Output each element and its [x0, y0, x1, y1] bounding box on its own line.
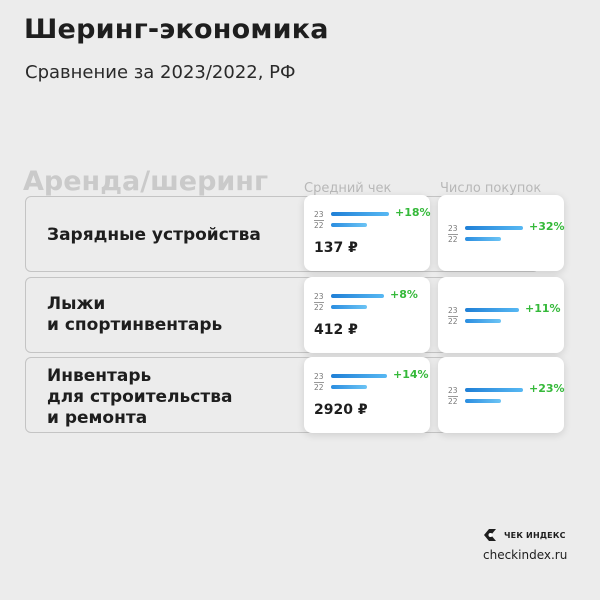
- bar-2022: [331, 385, 367, 389]
- bar-2023: [465, 308, 519, 312]
- year-labels: 23 22: [314, 372, 324, 392]
- bar-2022: [465, 399, 501, 403]
- year-label-previous: 22: [448, 317, 458, 326]
- year-label-previous: 22: [448, 397, 458, 406]
- bar-2023: [331, 374, 387, 378]
- change-label: +23%: [529, 382, 565, 395]
- change-label: +32%: [529, 220, 565, 233]
- section-heading: Аренда/шеринг: [23, 166, 269, 197]
- metric-card-purchases: 23 22 +11%: [438, 277, 564, 353]
- metric-card-purchases: 23 22 +32%: [438, 195, 565, 271]
- category-label: Лыжи и спортинвентарь: [47, 294, 223, 335]
- bar-2023: [465, 226, 523, 230]
- metric-card-avg_check: 23 22 +18% 137 ₽: [304, 195, 431, 271]
- metric-card-avg_check: 23 22 +14% 2920 ₽: [304, 357, 430, 433]
- avg-check-value: 2920 ₽: [314, 402, 368, 418]
- year-label-current: 23: [314, 372, 324, 381]
- change-label: +18%: [395, 206, 431, 219]
- bar-2022: [465, 319, 501, 323]
- year-divider: [448, 315, 458, 317]
- year-label-previous: 22: [314, 303, 324, 312]
- page-title: Шеринг-экономика: [24, 14, 329, 45]
- year-labels: 23 22: [314, 210, 324, 230]
- bar-2023: [465, 388, 523, 392]
- brand-name: ЧЕК ИНДЕКС: [504, 530, 566, 540]
- year-label-current: 23: [448, 386, 458, 395]
- year-label-previous: 22: [448, 235, 458, 244]
- change-label: +14%: [393, 368, 429, 381]
- page-subtitle: Сравнение за 2023/2022, РФ: [25, 62, 296, 83]
- bar-2023: [331, 294, 384, 298]
- check-index-logo-icon: [484, 529, 496, 541]
- change-label: +8%: [390, 288, 418, 301]
- avg-check-value: 412 ₽: [314, 322, 358, 338]
- year-label-previous: 22: [314, 221, 324, 230]
- brand-logo: ЧЕК ИНДЕКС: [483, 528, 566, 542]
- year-label-current: 23: [448, 224, 458, 233]
- year-divider: [314, 219, 324, 221]
- change-label: +11%: [525, 302, 561, 315]
- year-labels: 23 22: [448, 306, 458, 326]
- year-label-previous: 22: [314, 383, 324, 392]
- avg-check-value: 137 ₽: [314, 240, 358, 256]
- year-label-current: 23: [314, 292, 324, 301]
- year-label-current: 23: [448, 306, 458, 315]
- bar-2022: [331, 223, 367, 227]
- category-label: Зарядные устройства: [47, 225, 261, 245]
- bar-2022: [465, 237, 501, 241]
- bar-2022: [331, 305, 367, 309]
- year-label-current: 23: [314, 210, 324, 219]
- year-labels: 23 22: [314, 292, 324, 312]
- metric-card-avg_check: 23 22 +8% 412 ₽: [304, 277, 430, 353]
- year-divider: [448, 233, 458, 235]
- brand-site: checkindex.ru: [483, 548, 568, 562]
- column-header-avg-check: Средний чек: [304, 181, 392, 196]
- metric-card-purchases: 23 22 +23%: [438, 357, 565, 433]
- category-label: Инвентарь для строительства и ремонта: [47, 366, 233, 428]
- column-header-purchases: Число покупок: [440, 181, 542, 196]
- year-labels: 23 22: [448, 224, 458, 244]
- year-divider: [314, 381, 324, 383]
- year-labels: 23 22: [448, 386, 458, 406]
- bar-2023: [331, 212, 389, 216]
- year-divider: [448, 395, 458, 397]
- year-divider: [314, 301, 324, 303]
